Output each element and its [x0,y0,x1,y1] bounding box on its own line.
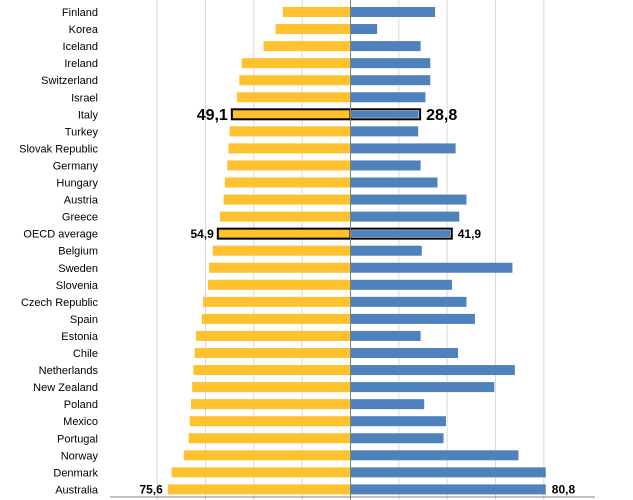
category-label-korea: Korea [69,24,99,36]
category-label-israel: Israel [71,92,98,104]
category-label-poland: Poland [64,399,98,411]
bar-right-norway [350,450,519,461]
data-label-left-australia: 75,6 [139,482,163,496]
bar-right-belgium [350,245,422,256]
bar-left-greece [220,211,351,222]
bar-right-denmark [350,467,546,478]
bar-left-sweden [209,262,351,273]
bar-left-ireland [241,58,351,69]
category-label-denmark: Denmark [53,467,98,479]
bar-right-estonia [350,330,421,341]
bar-right-turkey [350,126,419,137]
category-label-sweden: Sweden [58,263,98,275]
bar-left-spain [201,313,351,324]
bar-left-turkey [229,126,351,137]
category-label-italy: Italy [78,109,99,121]
bar-right-sweden [350,262,513,273]
bar-left-austria [223,194,351,205]
bar-right-chile [350,348,459,358]
bar-left-slovak-republic [228,143,351,154]
bar-left-new-zealand [192,382,351,393]
bar-left-portugal [188,433,351,444]
bar-left-belgium [212,245,351,256]
category-label-oecd-average: OECD average [23,229,98,241]
bar-left-italy [230,108,352,121]
bar-right-switzerland [350,75,431,86]
category-label-slovak-republic: Slovak Republic [19,143,98,155]
bar-right-netherlands [350,365,515,376]
bar-left-oecd-average [216,227,352,240]
bar-left-israel [236,92,351,103]
bar-left-korea [275,24,351,35]
category-label-ireland: Ireland [64,58,98,70]
data-label-right-italy: 28,8 [426,107,457,124]
category-label-greece: Greece [62,212,98,224]
bar-left-norway [183,450,351,461]
category-label-belgium: Belgium [58,246,98,258]
category-label-germany: Germany [53,160,99,172]
bar-right-slovenia [350,279,452,290]
category-label-iceland: Iceland [63,41,98,53]
bar-right-iceland [350,41,421,52]
category-label-spain: Spain [70,314,98,326]
bar-right-greece [350,211,460,222]
data-label-right-australia: 80,8 [552,482,576,496]
category-label-slovenia: Slovenia [56,280,99,292]
category-label-switzerland: Switzerland [41,75,98,87]
bar-left-slovenia [207,279,351,290]
bar-left-czech-republic [203,296,351,307]
bar-left-germany [227,160,351,171]
category-label-austria: Austria [64,195,99,207]
bar-right-fill-oecd-average [352,230,451,238]
bar-right-ireland [350,58,431,69]
category-label-czech-republic: Czech Republic [21,297,99,309]
category-label-hungary: Hungary [56,178,98,190]
bar-right-germany [350,160,421,171]
bar-left-switzerland [239,75,351,86]
category-label-chile: Chile [73,348,98,360]
category-label-mexico: Mexico [63,416,98,428]
category-label-portugal: Portugal [57,433,98,445]
bar-right-austria [350,194,467,205]
data-label-right-oecd-average: 41,9 [458,227,482,241]
bar-right-slovak-republic [350,143,456,154]
bar-right-poland [350,399,425,410]
bar-right-finland [350,7,436,17]
bar-left-netherlands [193,365,351,376]
bar-left-iceland [263,41,351,52]
bar-left-hungary [224,177,351,188]
bar-left-denmark [171,467,351,478]
bar-right-new-zealand [350,382,495,393]
category-label-norway: Norway [61,450,99,462]
data-label-left-italy: 49,1 [197,107,228,124]
bar-right-czech-republic [350,296,467,307]
bar-right-portugal [350,433,444,444]
bar-right-mexico [350,416,446,427]
bar-left-chile [194,348,351,358]
category-label-netherlands: Netherlands [39,365,99,377]
bar-left-australia [167,484,351,495]
bar-right-fill-italy [352,110,419,118]
bar-right-australia [350,484,546,495]
category-label-estonia: Estonia [61,331,99,343]
bar-right-spain [350,313,475,324]
bar-right-korea [350,24,378,35]
data-label-left-oecd-average: 54,9 [190,227,214,241]
bar-left-estonia [195,330,351,341]
category-label-finland: Finland [62,7,98,19]
category-label-turkey: Turkey [65,126,99,138]
category-label-australia: Australia [55,484,99,496]
bar-right-israel [350,92,426,103]
bar-left-mexico [189,416,351,427]
bar-right-hungary [350,177,438,188]
bar-left-poland [191,399,351,410]
category-label-new-zealand: New Zealand [33,382,98,394]
bar-left-finland [282,7,351,17]
